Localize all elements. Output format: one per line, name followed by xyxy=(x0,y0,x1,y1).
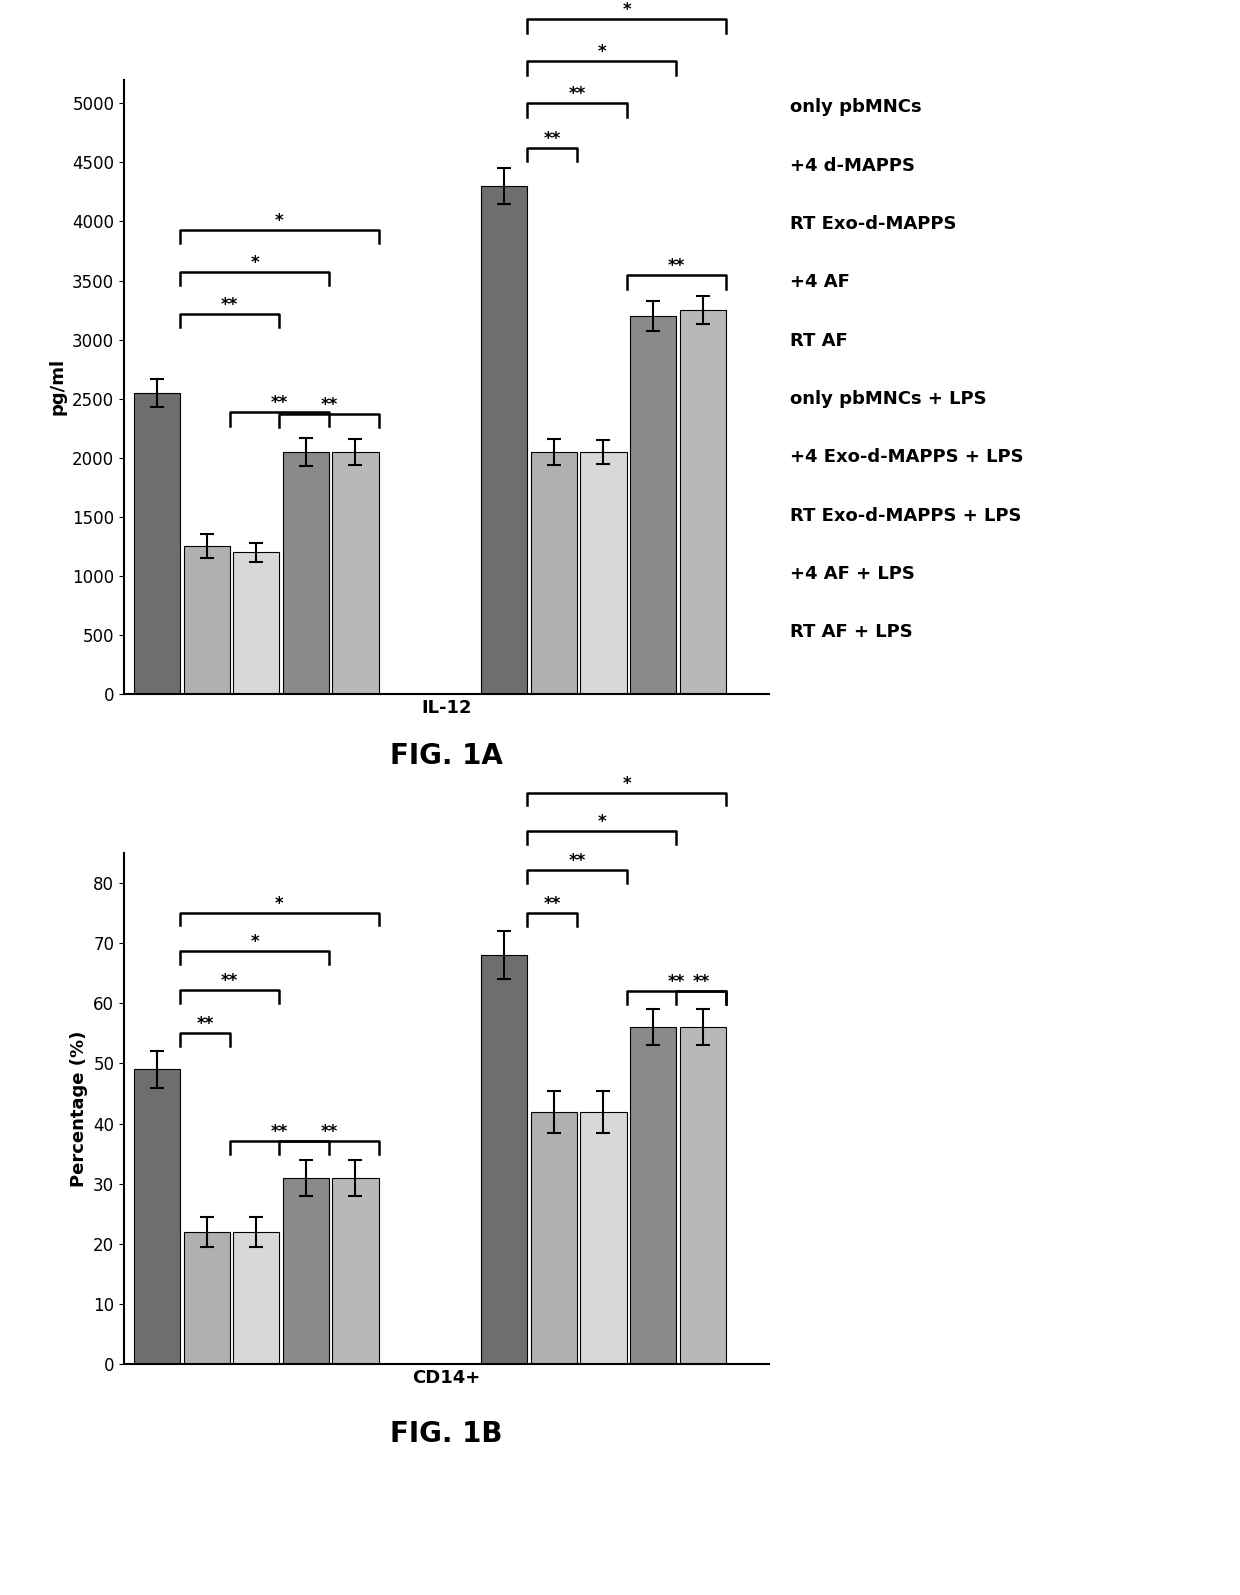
Bar xyxy=(481,187,527,694)
Bar xyxy=(233,1231,279,1364)
Text: *: * xyxy=(622,2,631,19)
Bar xyxy=(184,545,229,694)
Text: **: ** xyxy=(320,1123,337,1140)
Text: **: ** xyxy=(221,973,238,990)
Text: *: * xyxy=(598,813,606,831)
Bar xyxy=(680,1027,725,1364)
Text: **: ** xyxy=(667,257,684,276)
Text: *: * xyxy=(250,933,259,952)
Text: *: * xyxy=(275,212,284,230)
Bar xyxy=(680,309,725,694)
Text: +4 Exo-d-MAPPS + LPS: +4 Exo-d-MAPPS + LPS xyxy=(790,448,1024,466)
Text: +4 AF: +4 AF xyxy=(790,273,849,292)
X-axis label: IL-12: IL-12 xyxy=(422,699,471,718)
Bar xyxy=(134,392,180,694)
Y-axis label: Percentage (%): Percentage (%) xyxy=(69,1030,88,1187)
Text: +4 AF + LPS: +4 AF + LPS xyxy=(790,565,915,582)
Bar xyxy=(630,1027,676,1364)
Y-axis label: pg/ml: pg/ml xyxy=(48,359,67,415)
Text: RT Exo-d-MAPPS + LPS: RT Exo-d-MAPPS + LPS xyxy=(790,507,1022,525)
Text: **: ** xyxy=(692,973,709,990)
Text: RT AF: RT AF xyxy=(790,332,848,349)
Text: **: ** xyxy=(270,1123,288,1140)
Bar xyxy=(481,955,527,1364)
Text: *: * xyxy=(622,775,631,793)
Bar xyxy=(531,1112,577,1364)
Bar xyxy=(580,451,626,694)
Text: *: * xyxy=(250,254,259,271)
Bar xyxy=(184,1231,229,1364)
Text: FIG. 1B: FIG. 1B xyxy=(391,1420,502,1448)
Text: **: ** xyxy=(543,895,560,912)
Text: **: ** xyxy=(320,396,337,413)
Bar xyxy=(332,1177,378,1364)
Text: **: ** xyxy=(221,295,238,314)
Bar xyxy=(531,451,577,694)
Bar xyxy=(283,1177,329,1364)
Bar xyxy=(134,1070,180,1364)
Text: FIG. 1A: FIG. 1A xyxy=(389,742,503,770)
Text: only pbMNCs: only pbMNCs xyxy=(790,99,921,116)
Text: *: * xyxy=(275,895,284,912)
Bar xyxy=(283,451,329,694)
Bar xyxy=(233,552,279,694)
Text: RT Exo-d-MAPPS: RT Exo-d-MAPPS xyxy=(790,215,956,233)
Bar xyxy=(332,451,378,694)
Text: *: * xyxy=(598,43,606,62)
Text: RT AF + LPS: RT AF + LPS xyxy=(790,624,913,641)
Text: +4 d-MAPPS: +4 d-MAPPS xyxy=(790,156,915,174)
Bar xyxy=(580,1112,626,1364)
Text: **: ** xyxy=(543,129,560,148)
Text: **: ** xyxy=(667,973,684,990)
Text: **: ** xyxy=(196,1014,213,1034)
Bar xyxy=(630,316,676,694)
Text: **: ** xyxy=(568,86,585,104)
Text: **: ** xyxy=(568,852,585,871)
X-axis label: CD14+: CD14+ xyxy=(412,1369,481,1388)
Text: **: ** xyxy=(270,394,288,413)
Text: only pbMNCs + LPS: only pbMNCs + LPS xyxy=(790,389,987,408)
